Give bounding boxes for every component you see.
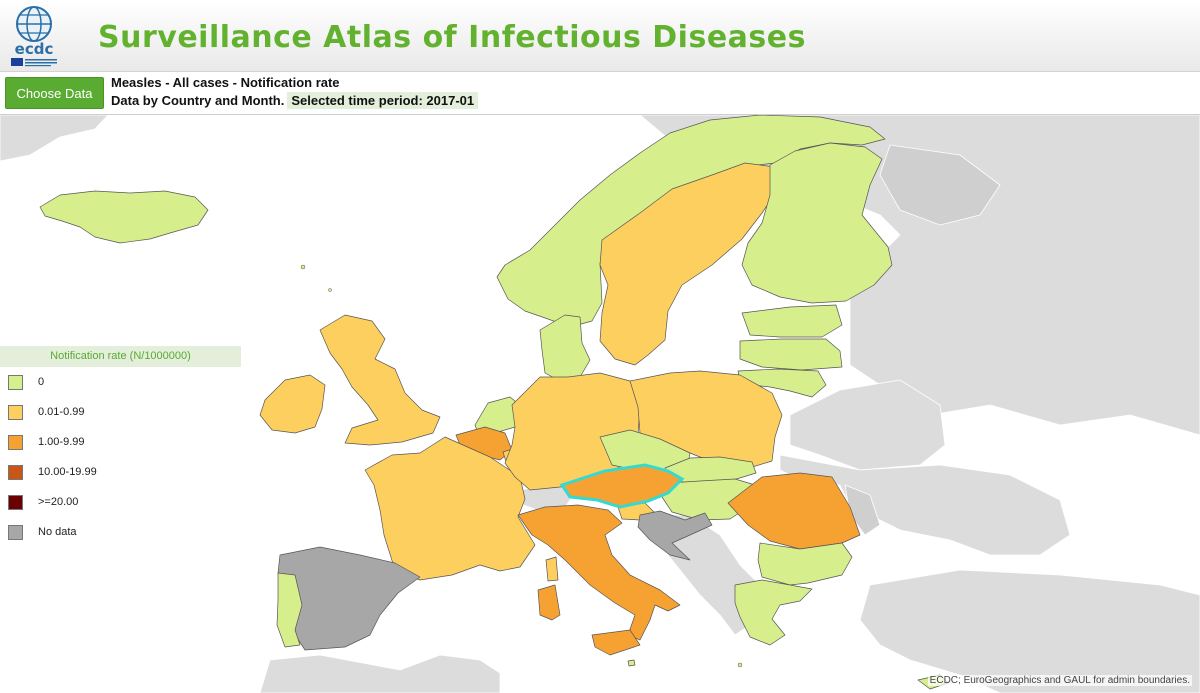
faroe-island — [300, 264, 306, 270]
country-france[interactable] — [364, 436, 536, 581]
legend-swatch — [8, 375, 23, 390]
legend-item[interactable]: 0.01-0.99 — [0, 397, 241, 427]
country-denmark[interactable] — [539, 314, 591, 382]
dataset-granularity: Data by Country and Month. — [111, 93, 285, 108]
legend-title: Notification rate (N/1000000) — [0, 346, 241, 367]
legend-label: 0 — [38, 376, 45, 388]
svg-text:ecdc: ecdc — [15, 40, 54, 58]
toolbar: Choose Data Measles - All cases - Notifi… — [0, 72, 1200, 114]
greenland-land — [0, 115, 109, 162]
country-ireland[interactable] — [259, 374, 326, 434]
country-portugal[interactable] — [276, 572, 303, 648]
legend-label: 10.00-19.99 — [38, 466, 97, 478]
country-romania[interactable] — [727, 472, 861, 550]
app-header: ecdc Surveillance Atlas of Infectious Di… — [0, 0, 1200, 72]
dataset-title: Measles - All cases - Notification rate — [111, 75, 340, 90]
legend-label: No data — [38, 526, 77, 538]
country-italy[interactable] — [517, 504, 681, 641]
legend-swatch — [8, 405, 23, 420]
country-united-kingdom[interactable] — [319, 314, 441, 446]
country-finland[interactable] — [741, 142, 893, 304]
belarus-land — [789, 379, 946, 471]
country-italy-sicily[interactable] — [591, 629, 641, 656]
north-africa-land — [259, 654, 501, 693]
turkey-land — [859, 569, 1200, 693]
selected-time-period[interactable]: Selected time period: 2017-01 — [287, 92, 479, 109]
country-italy-sardinia[interactable] — [537, 584, 561, 621]
legend-item[interactable]: 1.00-9.99 — [0, 427, 241, 457]
ecdc-logo[interactable]: ecdc — [4, 2, 64, 68]
country-iceland[interactable] — [39, 190, 209, 244]
legend-label: >=20.00 — [38, 496, 79, 508]
dataset-subtitle: Data by Country and Month. Selected time … — [111, 92, 479, 109]
map-canvas[interactable]: Notification rate (N/1000000) 0 0.01-0.9… — [0, 114, 1200, 693]
country-france-corsica[interactable] — [545, 556, 559, 582]
choose-data-button[interactable]: Choose Data — [5, 77, 104, 109]
kola-region-land — [879, 144, 1001, 226]
selected-country-highlight — [559, 463, 685, 509]
country-estonia[interactable] — [741, 304, 843, 338]
map-attribution: ECDC; EuroGeographics and GAUL for admin… — [927, 675, 1192, 686]
legend-label: 1.00-9.99 — [38, 436, 85, 448]
country-norway[interactable] — [496, 115, 886, 328]
country-bulgaria[interactable] — [757, 542, 853, 586]
legend-item[interactable]: 10.00-19.99 — [0, 457, 241, 487]
legend-item[interactable]: 0 — [0, 367, 241, 397]
legend-swatch — [8, 465, 23, 480]
legend-swatch — [8, 525, 23, 540]
legend-swatch — [8, 495, 23, 510]
legend-item[interactable]: No data — [0, 517, 241, 547]
country-latvia[interactable] — [739, 338, 843, 371]
legend-swatch — [8, 435, 23, 450]
app-title: Surveillance Atlas of Infectious Disease… — [98, 20, 806, 55]
country-croatia[interactable] — [637, 510, 713, 561]
country-sweden[interactable] — [599, 162, 783, 366]
crete-island — [737, 662, 743, 668]
choropleth-map[interactable] — [0, 115, 1200, 693]
country-greece[interactable] — [734, 579, 813, 646]
legend-label: 0.01-0.99 — [38, 406, 85, 418]
country-malta[interactable] — [627, 659, 636, 667]
legend-item[interactable]: >=20.00 — [0, 487, 241, 517]
map-legend: Notification rate (N/1000000) 0 0.01-0.9… — [0, 346, 241, 547]
shetland-island — [328, 288, 332, 292]
